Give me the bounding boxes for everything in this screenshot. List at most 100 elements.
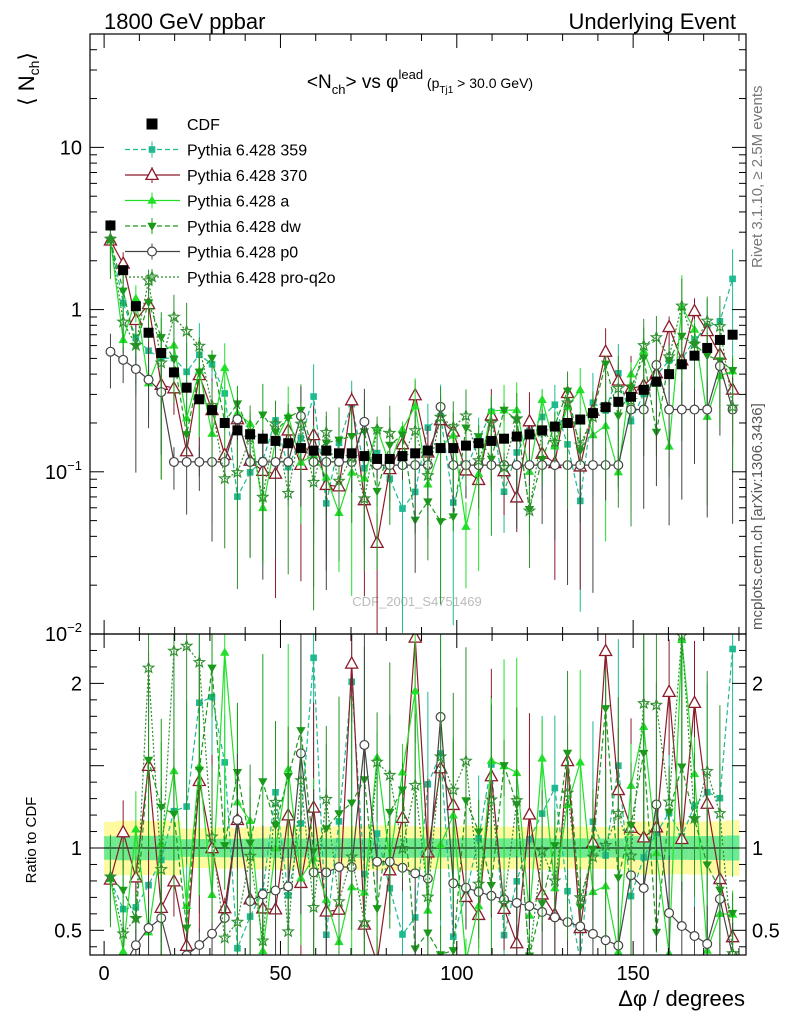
data-point [522, 413, 537, 427]
x-tick-label: 100 [440, 963, 473, 985]
data-point [397, 786, 408, 795]
data-point [435, 951, 446, 955]
data-point [141, 660, 156, 674]
data-point [116, 824, 131, 838]
data-point [294, 773, 308, 787]
data-point [522, 806, 537, 820]
data-point [729, 645, 736, 653]
data-point [257, 889, 268, 900]
data-point [397, 431, 408, 440]
data-point [372, 856, 383, 867]
data-point [499, 406, 509, 415]
data-point [702, 938, 713, 949]
data-point [410, 448, 421, 459]
data-point [486, 435, 497, 446]
data-point [219, 417, 230, 428]
data-point [118, 354, 129, 365]
series-line [109, 239, 733, 523]
data-point [497, 460, 511, 474]
data-point [662, 349, 676, 363]
data-point [118, 287, 128, 296]
ratio-series-line [109, 635, 734, 955]
watermark: CDF_2001_S4751469 [352, 594, 481, 609]
data-point [575, 385, 585, 394]
data-point [333, 861, 344, 872]
data-point [537, 753, 547, 762]
data-point [181, 456, 192, 467]
data-point [548, 435, 562, 448]
data-point [357, 491, 372, 505]
data-point [169, 810, 179, 820]
data-point [676, 359, 687, 370]
data-point [676, 404, 687, 415]
data-point [281, 924, 295, 938]
data-point [344, 655, 359, 669]
data-point [116, 926, 130, 940]
data-point [560, 395, 575, 409]
data-point [268, 795, 283, 808]
data-point [637, 696, 651, 710]
data-point [471, 876, 486, 890]
data-point [551, 784, 559, 792]
data-point [145, 269, 159, 283]
data-point [168, 367, 179, 378]
data-point [232, 814, 243, 825]
data-point [116, 314, 130, 328]
data-point [258, 411, 268, 420]
data-point [207, 928, 218, 939]
data-point [130, 301, 141, 312]
data-point [147, 246, 158, 257]
data-point [577, 957, 584, 964]
data-point [194, 368, 205, 377]
data-point [146, 118, 158, 130]
data-point [156, 347, 167, 358]
data-point [370, 422, 384, 436]
data-point [270, 885, 281, 896]
data-point [310, 654, 317, 662]
data-point [333, 448, 344, 459]
series-pythia-6-428-359 [107, 226, 736, 633]
data-point [661, 319, 677, 333]
data-point [459, 753, 473, 767]
data-point [384, 453, 395, 464]
data-point [600, 402, 611, 413]
data-point [207, 664, 217, 673]
data-point [649, 330, 664, 344]
data-point [664, 369, 675, 380]
data-point [130, 940, 141, 951]
data-point [230, 915, 245, 928]
data-point [687, 695, 702, 709]
data-point [306, 475, 321, 488]
data-point [147, 195, 157, 204]
y-tick-label: 1 [71, 300, 82, 322]
data-point [181, 950, 192, 955]
data-point [524, 901, 535, 912]
data-point [359, 451, 370, 462]
series-line [109, 240, 733, 527]
ratio-y-tick-label-right: 0.5 [752, 920, 780, 942]
data-point [575, 921, 586, 932]
data-point [129, 911, 143, 925]
data-point [713, 806, 727, 820]
data-point [664, 404, 675, 415]
data-point [359, 739, 370, 750]
data-point [395, 841, 410, 855]
data-point [283, 456, 294, 467]
data-point [702, 404, 713, 415]
data-point [687, 811, 702, 825]
data-point [103, 231, 118, 245]
data-point [256, 490, 270, 503]
data-point [359, 416, 370, 427]
data-point [448, 947, 458, 955]
data-point [192, 655, 207, 669]
ratio-plot-area [90, 634, 746, 964]
data-point [448, 513, 458, 522]
ratio-series-line [109, 648, 734, 955]
data-point [651, 376, 662, 387]
data-point [727, 366, 738, 376]
ratio-series-line [110, 667, 734, 955]
ratio-y-tick-label: 0.5 [54, 920, 82, 942]
data-point [397, 451, 408, 462]
data-point [537, 394, 547, 404]
data-point [484, 415, 499, 429]
